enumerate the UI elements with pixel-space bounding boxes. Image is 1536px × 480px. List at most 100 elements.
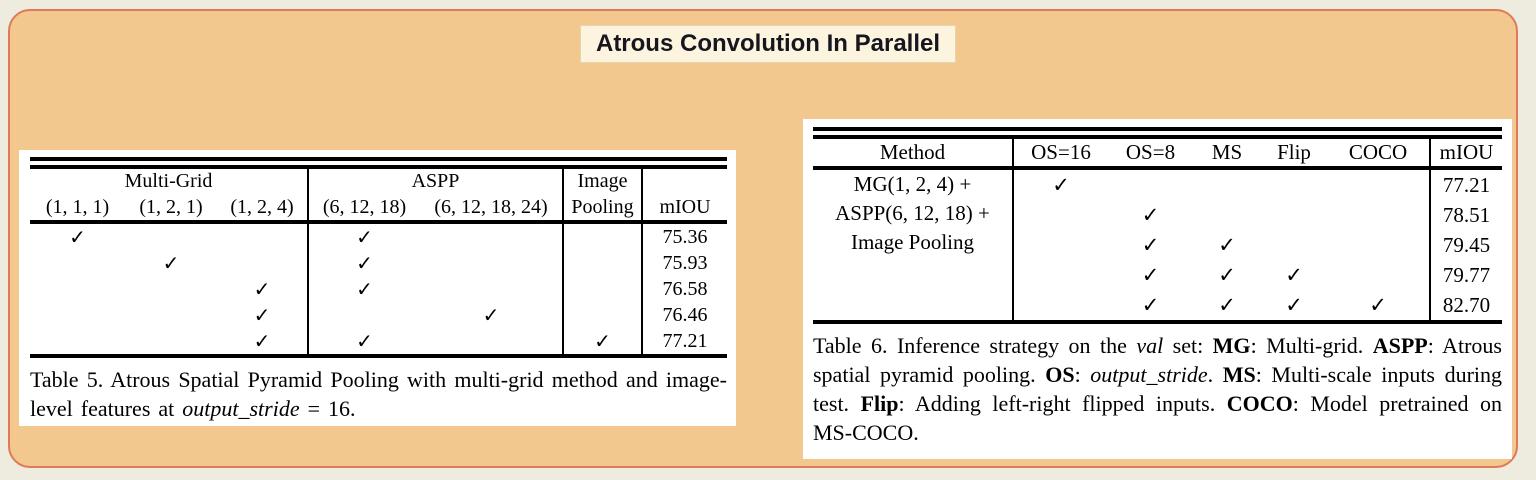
check-cell <box>420 276 564 302</box>
check-cell <box>563 250 643 276</box>
table5-panel: Multi-Grid ASPP Image (1, 1, 1) (1, 2, 1… <box>19 150 736 426</box>
check-cell: ✓ <box>356 330 373 353</box>
check-cell <box>1013 230 1108 260</box>
table5: Multi-Grid ASPP Image (1, 1, 1) (1, 2, 1… <box>30 169 727 354</box>
table6-col-os8: OS=8 <box>1108 139 1193 170</box>
check-cell: ✓ <box>1052 172 1070 197</box>
table5-group-image: Image <box>563 169 643 194</box>
miou-cell: 78.51 <box>1442 202 1491 227</box>
check-cell <box>420 222 564 250</box>
check-cell <box>1261 168 1327 200</box>
miou-cell: 77.21 <box>662 329 708 352</box>
table6-caption: Table 6. Inference strategy on the val s… <box>813 333 1503 445</box>
table5-col-miou: mIOU <box>642 194 727 224</box>
table5-col-6121824: (6, 12, 18, 24) <box>420 194 564 224</box>
check-cell <box>125 302 217 328</box>
miou-cell: 75.93 <box>662 251 708 274</box>
check-cell <box>217 250 309 276</box>
table5-row: ✓ ✓ 75.36 <box>30 222 727 250</box>
check-cell <box>1013 260 1108 290</box>
table6-row: ✓ ✓ ✓ 79.77 <box>813 260 1502 290</box>
check-cell: ✓ <box>356 252 373 275</box>
check-cell <box>1193 168 1261 200</box>
method-cell: MG(1, 2, 4) + ASPP(6, 12, 18) + Image Po… <box>813 168 1014 320</box>
miou-cell: 82.70 <box>1442 292 1491 317</box>
table5-group-multigrid: Multi-Grid <box>30 169 309 194</box>
check-cell: ✓ <box>162 252 180 275</box>
method-line: MG(1, 2, 4) + <box>853 172 972 196</box>
check-cell <box>420 328 564 354</box>
check-cell <box>563 276 643 302</box>
check-cell: ✓ <box>1218 292 1236 317</box>
table5-row: ✓ ✓ 75.93 <box>30 250 727 276</box>
miou-cell: 75.36 <box>662 225 708 248</box>
check-cell <box>1327 260 1431 290</box>
table5-col-111: (1, 1, 1) <box>30 194 125 224</box>
check-cell: ✓ <box>420 302 564 328</box>
table6-row: ✓ ✓ 79.45 <box>813 230 1502 260</box>
check-cell <box>1327 200 1431 230</box>
check-cell <box>1327 230 1431 260</box>
table5-col-61218: (6, 12, 18) <box>308 194 420 224</box>
check-cell <box>1013 290 1108 320</box>
table5-top-rule <box>30 157 727 169</box>
table5-row: ✓ ✓ 76.58 <box>30 276 727 302</box>
check-cell: ✓ <box>1327 290 1431 320</box>
table5-row: ✓ ✓ 76.46 <box>30 302 727 328</box>
check-cell <box>420 250 564 276</box>
check-cell: ✓ <box>217 276 309 302</box>
check-cell: ✓ <box>1285 262 1303 287</box>
table6-col-os16: OS=16 <box>1013 139 1108 170</box>
table5-col-pooling: Pooling <box>563 194 643 224</box>
miou-cell: 76.58 <box>662 277 708 300</box>
miou-cell: 79.77 <box>1442 262 1491 287</box>
check-cell <box>563 302 643 328</box>
table5-group-spacer <box>642 169 727 194</box>
table6-col-method: Method <box>813 139 1014 170</box>
check-cell <box>125 276 217 302</box>
table6-panel: Method OS=16 OS=8 MS Flip COCO mIOU MG(1… <box>803 119 1512 459</box>
method-line: ASPP(6, 12, 18) + <box>835 201 990 225</box>
table5-caption: Table 5. Atrous Spatial Pyramid Pooling … <box>30 367 727 421</box>
check-cell <box>125 328 217 354</box>
table6-top-rule <box>813 127 1502 139</box>
check-cell: ✓ <box>1141 292 1160 317</box>
method-line: Image Pooling <box>850 230 975 254</box>
title-badge: Atrous Convolution In Parallel <box>579 25 957 63</box>
table6: Method OS=16 OS=8 MS Flip COCO mIOU MG(1… <box>813 139 1502 320</box>
check-cell: ✓ <box>1141 202 1160 227</box>
table6-row: ✓ ✓ ✓ ✓ 82.70 <box>813 290 1502 320</box>
check-cell: ✓ <box>356 226 373 249</box>
check-cell <box>1261 200 1327 230</box>
check-cell <box>1193 200 1261 230</box>
table6-col-miou: mIOU <box>1430 139 1502 170</box>
check-cell: ✓ <box>217 328 309 354</box>
check-cell <box>30 328 125 354</box>
check-cell: ✓ <box>1285 292 1303 317</box>
table6-bottom-rule <box>813 320 1502 324</box>
miou-cell: 76.46 <box>662 303 708 326</box>
check-cell <box>1327 168 1431 200</box>
check-cell: ✓ <box>69 226 86 249</box>
check-cell: ✓ <box>356 278 373 301</box>
check-cell <box>30 302 125 328</box>
page-title: Atrous Convolution In Parallel <box>595 30 941 57</box>
check-cell: ✓ <box>1218 232 1236 257</box>
table5-group-aspp: ASPP <box>308 169 564 194</box>
check-cell <box>30 276 125 302</box>
check-cell <box>308 302 420 328</box>
table5-row: ✓ ✓ ✓ 77.21 <box>30 328 727 354</box>
table6-row: MG(1, 2, 4) + ASPP(6, 12, 18) + Image Po… <box>813 168 1502 320</box>
table5-bottom-rule <box>30 354 727 358</box>
check-cell: ✓ <box>1141 232 1160 257</box>
check-cell <box>125 222 217 250</box>
check-cell: ✓ <box>1218 262 1236 287</box>
check-cell: ✓ <box>563 328 643 354</box>
check-cell <box>1013 200 1108 230</box>
table6-col-ms: MS <box>1193 139 1261 170</box>
check-cell <box>1261 230 1327 260</box>
check-cell <box>1108 168 1193 200</box>
check-cell: ✓ <box>217 302 309 328</box>
miou-cell: 77.21 <box>1442 172 1491 197</box>
miou-cell: 79.45 <box>1442 232 1491 257</box>
